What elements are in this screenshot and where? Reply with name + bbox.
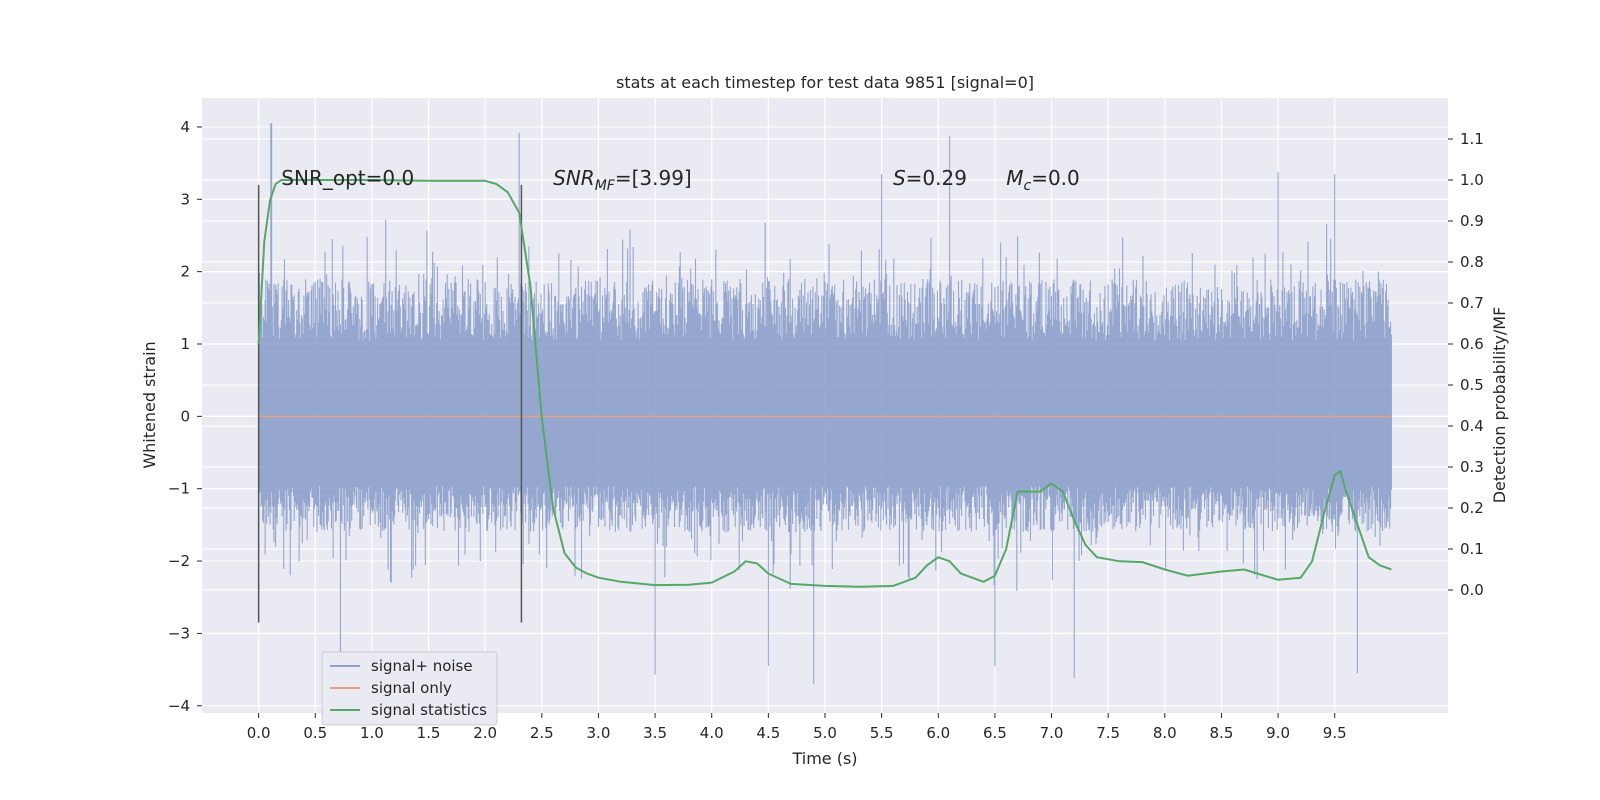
x-tick-label-5: 2.5 xyxy=(530,724,554,742)
x-tick-label-2: 1.0 xyxy=(360,724,384,742)
y-right-tick-label-6: 0.5 xyxy=(1460,376,1484,394)
y-right-tick-label-9: 0.2 xyxy=(1460,499,1484,517)
x-tick-label-3: 1.5 xyxy=(417,724,441,742)
y-right-tick-label-10: 0.1 xyxy=(1460,540,1484,558)
x-tick-label-16: 8.0 xyxy=(1153,724,1177,742)
y-axis-label: Whitened strain xyxy=(140,341,159,468)
y-tick-label-3: 1 xyxy=(180,335,190,353)
y-right-tick-labels: 1.1 1.0 0.9 0.8 0.7 0.6 0.5 0.4 0.3 0.2 0.1 0.0 xyxy=(1448,130,1484,599)
y-tick-label-7: −3 xyxy=(168,624,190,642)
legend-label-signal-statistics: signal statistics xyxy=(371,701,487,719)
legend-label-noise: signal+ noise xyxy=(371,657,473,675)
y-tick-label-4: 0 xyxy=(180,407,190,425)
x-tick-label-0: 0.0 xyxy=(247,724,271,742)
y-right-tick-label-4: 0.7 xyxy=(1460,294,1484,312)
annotation-snr-opt: SNR_opt=0.0 xyxy=(281,166,414,190)
y-tick-label-8: −4 xyxy=(168,697,190,715)
y-tick-label-1: 3 xyxy=(180,190,190,208)
y-right-tick-label-5: 0.6 xyxy=(1460,335,1484,353)
x-tick-label-13: 6.5 xyxy=(983,724,1007,742)
x-tick-label-14: 7.0 xyxy=(1040,724,1064,742)
y-right-tick-label-11: 0.0 xyxy=(1460,581,1484,599)
x-tick-label-18: 9.0 xyxy=(1266,724,1290,742)
marker-lines xyxy=(257,184,523,623)
x-tick-label-9: 4.5 xyxy=(756,724,780,742)
y-right-tick-label-0: 1.1 xyxy=(1460,130,1484,148)
annotations: SNR_opt=0.0 SNRMF=[3.99] S=0.29 Mc=0.0 xyxy=(281,166,1079,194)
x-tick-label-1: 0.5 xyxy=(303,724,327,742)
x-tick-label-6: 3.0 xyxy=(587,724,611,742)
x-tick-label-10: 5.0 xyxy=(813,724,837,742)
y-right-tick-label-8: 0.3 xyxy=(1460,458,1484,476)
y-right-tick-label-2: 0.9 xyxy=(1460,212,1484,230)
x-tick-label-8: 4.0 xyxy=(700,724,724,742)
x-tick-labels: 0.0 0.5 1.0 1.5 2.0 2.5 3.0 3.5 4.0 4.5 5.0 5.5 6.0 6… xyxy=(247,713,1347,742)
x-tick-label-12: 6.0 xyxy=(926,724,950,742)
y-tick-label-6: −2 xyxy=(168,552,190,570)
y-tick-label-2: 2 xyxy=(180,263,190,281)
y-right-tick-label-7: 0.4 xyxy=(1460,417,1484,435)
annotation-snr-mf: SNRMF=[3.99] xyxy=(553,166,692,194)
x-axis-label: Time (s) xyxy=(791,749,857,768)
legend-label-signal-only: signal only xyxy=(371,679,452,697)
y-tick-label-5: −1 xyxy=(168,480,190,498)
x-tick-label-15: 7.5 xyxy=(1096,724,1120,742)
signal-statistics-line xyxy=(257,179,1392,588)
x-tick-label-17: 8.5 xyxy=(1210,724,1234,742)
x-tick-label-11: 5.5 xyxy=(870,724,894,742)
annotation-mc: Mc=0.0 xyxy=(1006,166,1080,194)
y-right-tick-label-3: 0.8 xyxy=(1460,253,1484,271)
y-tick-label-0: 4 xyxy=(180,118,190,136)
x-tick-label-7: 3.5 xyxy=(643,724,667,742)
y-tick-labels: 4 3 2 1 0 −1 −2 −3 −4 xyxy=(168,118,202,715)
y-right-tick-label-1: 1.0 xyxy=(1460,171,1484,189)
chart-title: stats at each timestep for test data 985… xyxy=(616,73,1034,92)
y-right-axis-label: Detection probability/MF xyxy=(1490,307,1509,504)
x-tick-label-4: 2.0 xyxy=(473,724,497,742)
signal-statistics-series xyxy=(257,179,1392,588)
legend-box xyxy=(321,651,498,726)
legend: signal+ noise signal only signal statist… xyxy=(321,651,498,726)
annotation-s-stat: S=0.29 xyxy=(893,166,967,190)
x-tick-label-19: 9.5 xyxy=(1323,724,1347,742)
